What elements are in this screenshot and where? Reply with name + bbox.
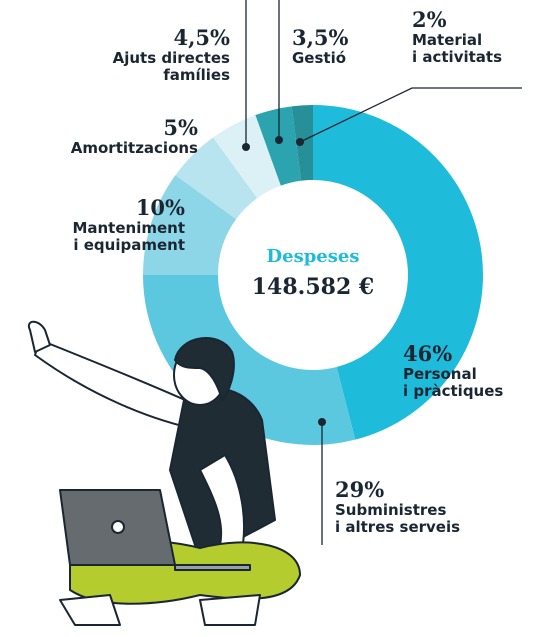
label-group: 2%Material i activitats: [412, 8, 502, 66]
center-value: 148.582 €: [252, 274, 374, 300]
category-label: Subministres i altres serveis: [335, 502, 460, 536]
label-group: 4,5%Ajuts directes famílies: [113, 26, 230, 84]
value-label: 10%: [72, 196, 185, 220]
chart: Despeses 148.582 €: [0, 0, 540, 637]
value-label: 3,5%: [292, 26, 349, 50]
category-label: Gestió: [292, 50, 349, 67]
category-label: Amortitzacions: [71, 140, 198, 157]
value-label: 2%: [412, 8, 502, 32]
infographic: Despeses 148.582 € 46%Personal i pràctiq…: [0, 0, 540, 637]
category-label: Material i activitats: [412, 32, 502, 66]
value-label: 5%: [71, 116, 198, 140]
category-label: Personal i pràctiques: [403, 366, 503, 400]
category-label: Manteniment i equipament: [72, 220, 185, 254]
label-group: 29%Subministres i altres serveis: [335, 478, 460, 536]
center-title: Despeses: [267, 246, 360, 267]
category-label: Ajuts directes famílies: [113, 50, 230, 84]
value-label: 29%: [335, 478, 460, 502]
label-group: 10%Manteniment i equipament: [72, 196, 185, 254]
value-label: 46%: [403, 342, 503, 366]
label-group: 5%Amortitzacions: [71, 116, 198, 157]
value-label: 4,5%: [113, 26, 230, 50]
label-group: 3,5%Gestió: [292, 26, 349, 67]
label-group: 46%Personal i pràctiques: [403, 342, 503, 400]
